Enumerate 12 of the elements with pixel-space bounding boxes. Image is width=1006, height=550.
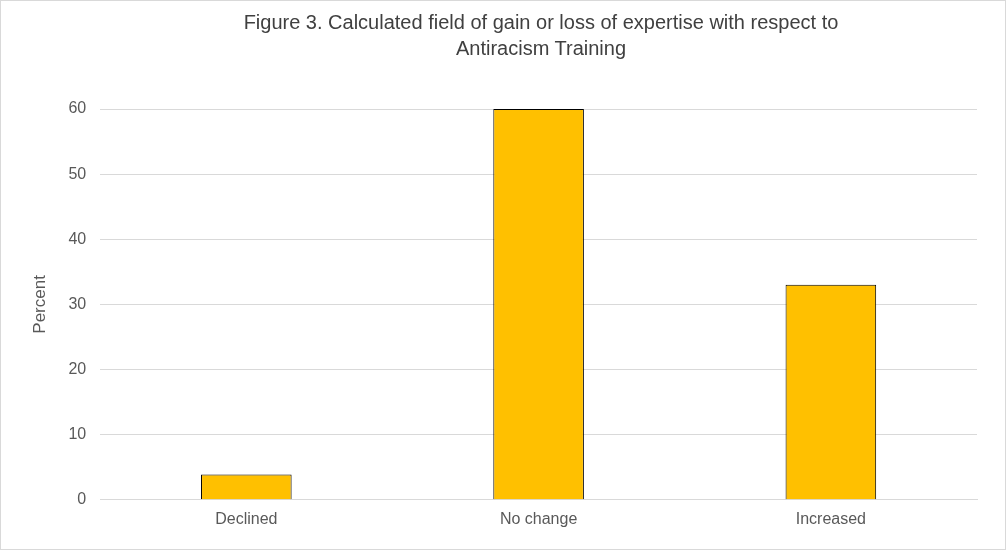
y-axis-title: Percent	[29, 274, 49, 334]
x-tick-label: No change	[499, 509, 578, 527]
y-tick-label: 20	[68, 359, 87, 377]
x-tick-label: Increased	[795, 509, 866, 527]
x-tick-label: Declined	[215, 509, 278, 527]
y-tick-label: 0	[77, 490, 87, 508]
y-tick-label: 60	[68, 99, 87, 117]
y-tick-label: 50	[68, 164, 87, 182]
y-tick-label: 40	[68, 229, 87, 247]
chart-title: Figure 3. Calculated field of gain or loss of expertise with respect to Antiracism Training	[242, 10, 840, 61]
y-tick-label: 10	[68, 425, 87, 443]
y-tick-label: 30	[68, 294, 87, 312]
